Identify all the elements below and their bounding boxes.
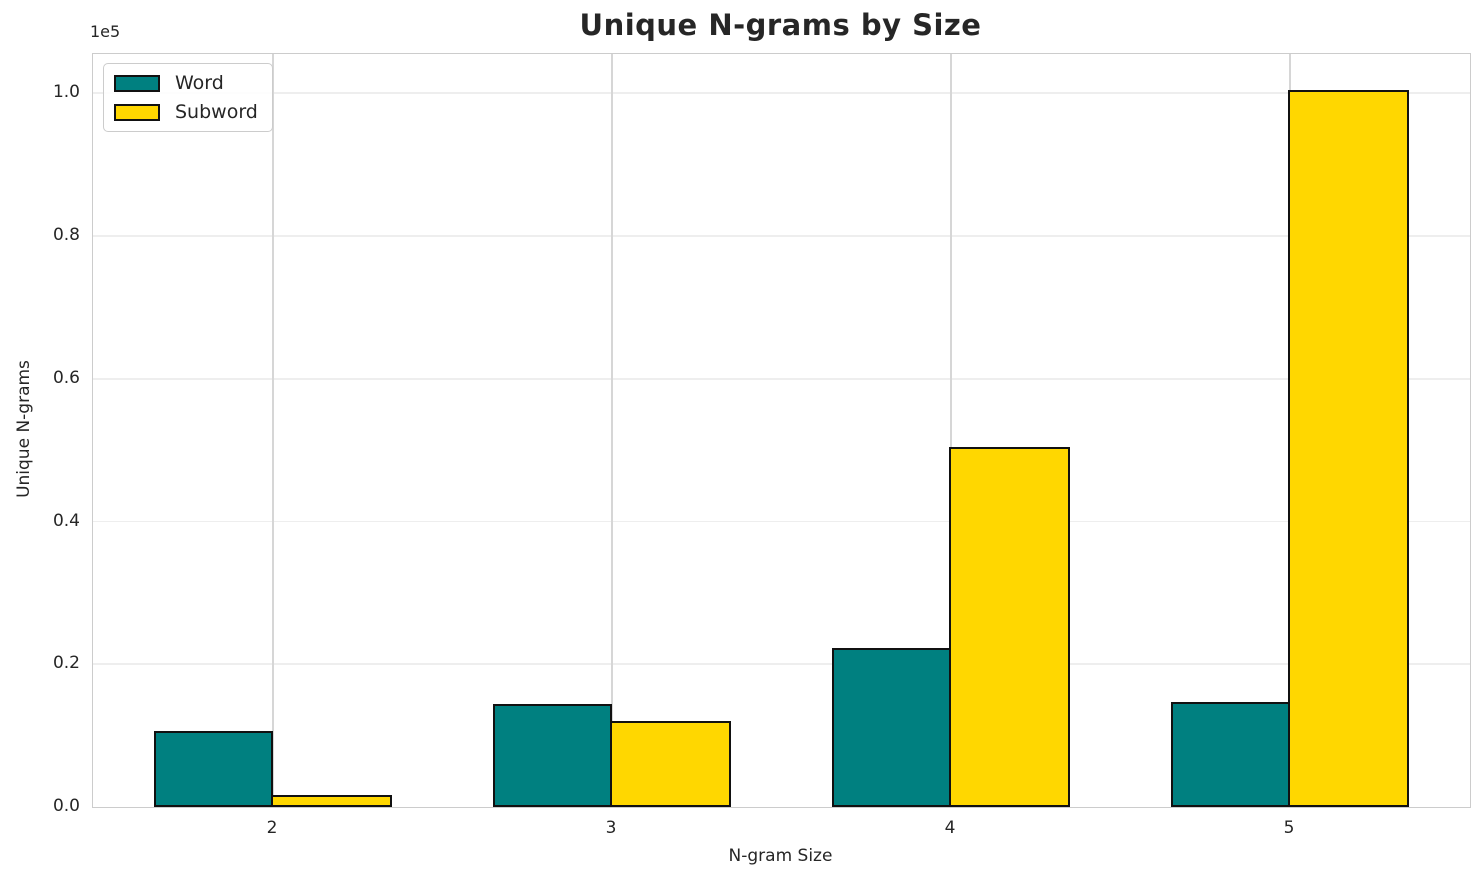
h-gridline (93, 377, 1470, 380)
x-tick-label: 5 (1283, 818, 1295, 838)
x-tick-label: 4 (944, 818, 956, 838)
x-tick-label: 2 (266, 818, 278, 838)
legend-item-word: Word (114, 73, 258, 93)
h-gridline (93, 520, 1470, 523)
bar-subword-4 (948, 446, 1070, 807)
bar-subword-3 (610, 720, 731, 807)
chart-title: Unique N-grams by Size (579, 8, 982, 42)
y-tick-label: 0.4 (52, 510, 80, 531)
y-tick-label: 0.0 (52, 796, 80, 816)
legend-label-subword: Subword (175, 101, 258, 123)
bar-word-2 (154, 730, 273, 807)
y-tick-label: 0.6 (52, 367, 80, 388)
bar-subword-2 (271, 794, 392, 807)
v-gridline (611, 54, 613, 807)
legend-item-subword: Subword (114, 102, 258, 122)
y-tick-label: 1.0 (52, 82, 80, 103)
legend: Word Subword (103, 63, 273, 132)
v-gridline (950, 54, 952, 807)
h-gridline (93, 92, 1470, 95)
h-gridline (93, 235, 1470, 237)
legend-swatch-word (114, 74, 160, 92)
x-tick-label: 3 (605, 818, 617, 838)
bar-word-4 (831, 647, 951, 807)
plot-area: Word Subword (92, 53, 1471, 808)
y-axis-offset-text: 1e5 (90, 22, 121, 41)
legend-label-word: Word (175, 72, 224, 94)
y-tick-label: 0.8 (52, 225, 80, 245)
bar-word-5 (1170, 702, 1290, 807)
h-gridline (93, 663, 1470, 666)
legend-swatch-subword (114, 103, 160, 121)
bar-subword-5 (1287, 89, 1409, 807)
bar-word-3 (493, 704, 612, 807)
x-axis-label: N-gram Size (728, 846, 833, 866)
v-gridline (272, 54, 274, 807)
y-tick-label: 0.2 (52, 653, 80, 674)
